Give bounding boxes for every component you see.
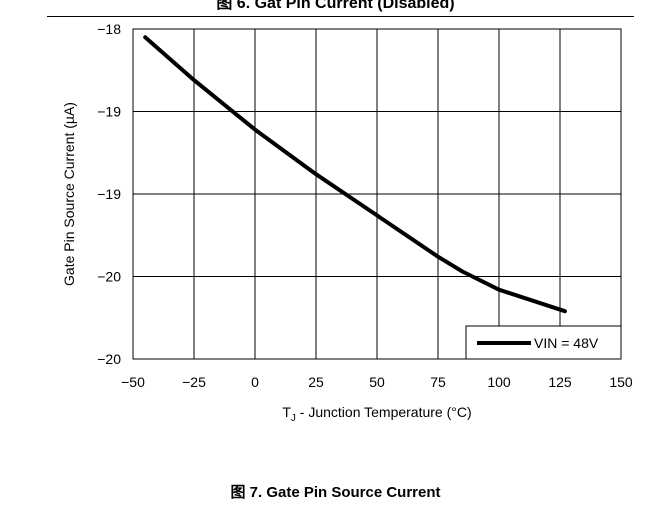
- y-tick-label: −19: [97, 186, 121, 202]
- legend-label: VIN = 48V: [534, 335, 599, 351]
- x-axis-title-subscript: J: [291, 413, 296, 424]
- chart-grid: [133, 29, 621, 359]
- bottom-figure-caption: 图 7. Gate Pin Source Current: [230, 484, 441, 501]
- x-tick-label: 125: [548, 374, 572, 390]
- x-tick-label: 150: [609, 374, 633, 390]
- x-tick-label: 75: [430, 374, 446, 390]
- y-tick-label: −19: [97, 104, 121, 120]
- x-tick-label: −50: [121, 374, 145, 390]
- series-layer: [143, 35, 567, 314]
- x-tick-label: 25: [308, 374, 324, 390]
- plot-frame: [132, 28, 622, 360]
- top-divider-line: [47, 16, 634, 17]
- x-tick-labels: −50 −25 0 25 50 75 100 125 150: [121, 374, 633, 390]
- y-tick-label: −18: [97, 21, 121, 37]
- y-axis-title: Gate Pin Source Current (µA): [61, 102, 77, 286]
- series-line: [143, 35, 567, 314]
- top-figure-caption: 图 6. Gat Pin Current (Disabled): [216, 0, 455, 12]
- x-tick-label: 50: [369, 374, 385, 390]
- x-axis-title-symbol: T: [282, 404, 291, 420]
- x-axis-title: TJ - Junction Temperature (°C): [282, 404, 471, 424]
- x-axis-title-rest: - Junction Temperature (°C): [296, 404, 472, 420]
- x-tick-label: 100: [487, 374, 511, 390]
- y-tick-labels: −18 −19 −19 −20 −20: [97, 21, 121, 367]
- x-tick-label: −25: [182, 374, 206, 390]
- x-tick-label: 0: [251, 374, 259, 390]
- y-tick-label: −20: [97, 269, 121, 285]
- y-tick-label: −20: [97, 351, 121, 367]
- chart-legend: VIN = 48V: [465, 325, 622, 360]
